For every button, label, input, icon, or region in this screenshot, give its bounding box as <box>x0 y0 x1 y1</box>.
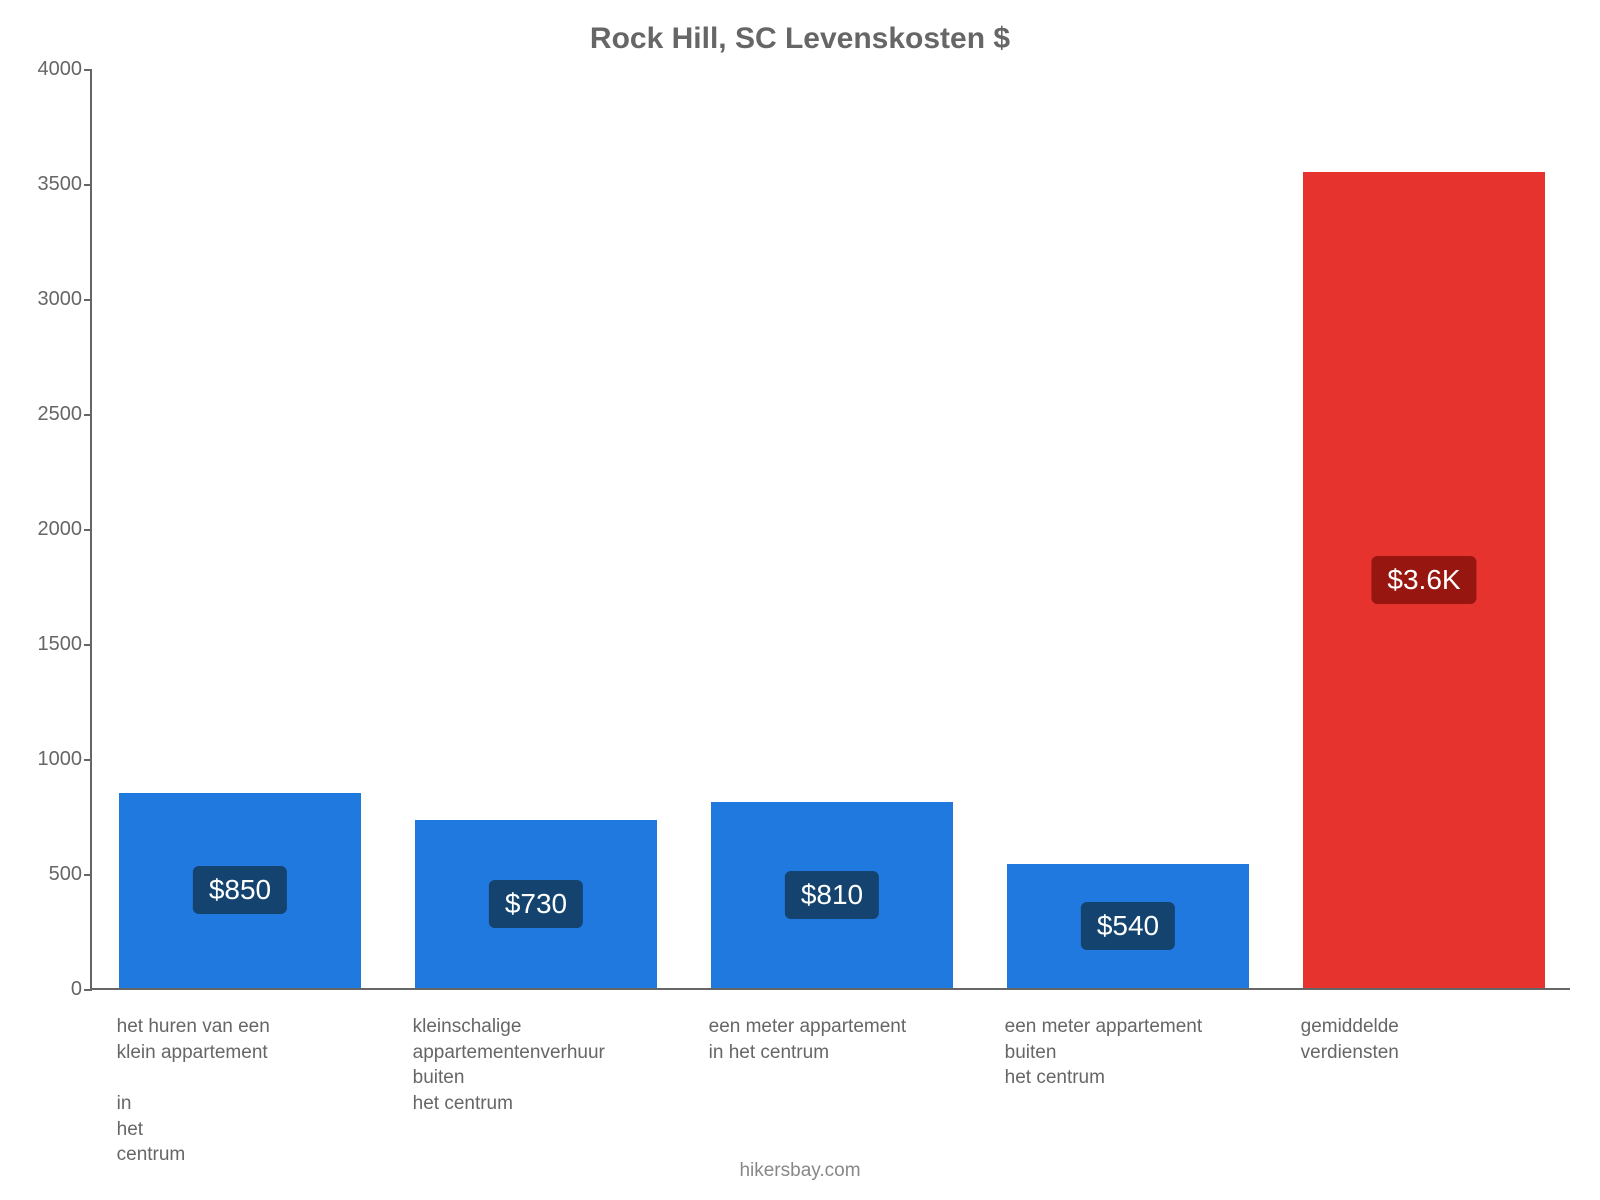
y-tick-label: 4000 <box>22 58 82 81</box>
y-tick-label: 500 <box>22 863 82 886</box>
y-tick-mark <box>84 299 92 301</box>
footer-attribution: hikersbay.com <box>0 1160 1600 1182</box>
plot-area: 05001000150020002500300035004000$850$730… <box>90 70 1570 990</box>
bar: $3.6K <box>1303 172 1546 989</box>
chart-title: Rock Hill, SC Levenskosten $ <box>0 22 1600 56</box>
chart-container: Rock Hill, SC Levenskosten $ 0 500 1000 150… <box>0 0 1600 1200</box>
x-axis-category-label: het huren van eenklein appartement inhet… <box>117 1014 380 1168</box>
x-axis-category-label: een meter appartementbuitenhet centrum <box>1005 1014 1268 1091</box>
y-tick-mark <box>84 989 92 991</box>
bar-value-badge: $540 <box>1081 902 1175 950</box>
y-tick-mark <box>84 184 92 186</box>
y-tick-mark <box>84 529 92 531</box>
y-tick-mark <box>84 644 92 646</box>
bar-value-badge: $810 <box>785 871 879 919</box>
x-axis-category-label: gemiddeldeverdiensten <box>1301 1014 1564 1065</box>
x-axis-category-label: een meter appartementin het centrum <box>709 1014 972 1065</box>
y-tick-mark <box>84 874 92 876</box>
y-tick-label: 3000 <box>22 288 82 311</box>
y-tick-mark <box>84 414 92 416</box>
bar-value-badge: $850 <box>193 866 287 914</box>
y-tick-label: 3500 <box>22 173 82 196</box>
y-tick-label: 0 <box>22 978 82 1001</box>
y-tick-mark <box>84 69 92 71</box>
bar: $730 <box>415 820 658 988</box>
bar-value-badge: $730 <box>489 880 583 928</box>
x-axis-category-label: kleinschaligeappartementenverhuurbuitenh… <box>413 1014 676 1117</box>
bar-value-badge: $3.6K <box>1371 556 1476 604</box>
y-tick-label: 2000 <box>22 518 82 541</box>
bar: $540 <box>1007 864 1250 988</box>
y-tick-mark <box>84 759 92 761</box>
bar: $810 <box>711 802 954 988</box>
y-tick-label: 1000 <box>22 748 82 771</box>
y-tick-label: 2500 <box>22 403 82 426</box>
bar: $850 <box>119 793 362 989</box>
y-tick-label: 1500 <box>22 633 82 656</box>
